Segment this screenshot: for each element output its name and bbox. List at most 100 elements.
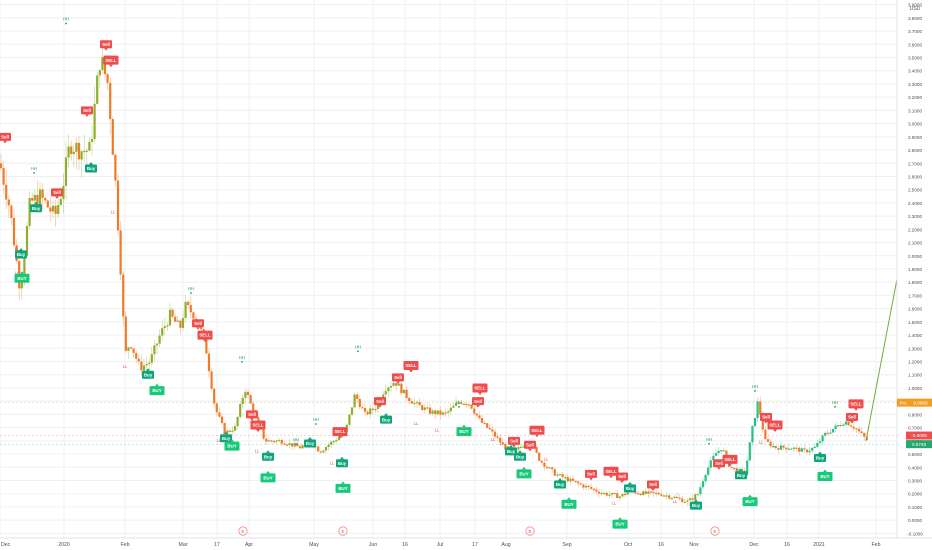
candle-body [486,423,489,428]
signal-text: Buy [382,417,391,422]
signal-text: SELL [474,386,486,391]
candle-body [337,437,341,441]
signal-box [197,330,213,340]
signal-strongbuy: BUY [260,470,276,483]
candle-body [759,401,762,415]
signal-box [508,436,520,445]
signal-pointer [256,429,260,432]
ll-marker: LL [544,457,549,462]
candle-body [818,441,822,444]
hh-dot [241,360,243,363]
signal-sell: Sell [81,106,93,117]
signal-text: Sell [510,438,518,443]
candle-body [135,353,138,359]
candle-body [558,474,562,476]
signal-sell: Sell [616,472,628,484]
candle-body [356,394,359,399]
signal-box [380,415,392,424]
candle-body [465,403,468,406]
candle-body [493,431,497,437]
candle-body [397,383,400,386]
signal-text: Sell [1,134,9,139]
candle-body [761,414,764,430]
price-axis-panel[interactable] [897,0,932,538]
candle-body [746,460,749,475]
candle-body [790,448,793,450]
candle-body [561,474,564,478]
candle-body [704,474,707,482]
signal-pointer [250,418,254,421]
signal-sell: Sell [585,469,597,481]
signal-sell: Sell [374,397,386,408]
x-tick-label: 16 [402,542,408,548]
candle-body [678,497,681,499]
candle-body [808,450,811,453]
y-tick-label: 3.9000 [908,3,922,8]
time-axis-panel[interactable] [0,538,932,550]
candle-body [844,421,848,425]
candle-body [275,440,278,442]
candle-body [166,325,169,327]
candle-body [163,326,166,329]
signal-text: Sell [715,461,723,466]
candle-body [673,496,676,498]
signal-strongsell: SELL [767,420,783,432]
candle-body [688,498,692,501]
y-tick-label: 0.4000 [908,465,922,470]
signal-box [713,459,725,468]
signal-strongbuy: BUY [14,271,30,283]
candle-body [109,82,112,120]
signal-sell: Sell [51,188,63,199]
candle-body [831,429,835,433]
hh-dot [295,442,297,445]
candle-body [335,440,338,442]
candle-body [642,491,645,496]
candle-body [574,480,577,483]
candle-body [434,410,437,415]
candle-body [83,150,86,153]
y-tick-label: 3.3000 [908,82,922,87]
candle-body [62,185,65,199]
candle-body [285,444,289,446]
x-tick-label: May [309,542,319,548]
signal-pointer [850,421,854,424]
candle-body [231,430,234,432]
signal-pointer [155,383,159,387]
x-tick-label: Nov [689,542,699,548]
x-tick-label: Feb [121,542,130,548]
candle-body [462,403,465,405]
signal-box [142,370,154,379]
candle-body [701,481,705,488]
candle-body [410,401,413,404]
candle-body [826,432,829,435]
signal-pointer [509,444,513,448]
candle-body [395,383,398,386]
candle-body [114,154,117,181]
signal-strongsell: SELL [472,383,488,395]
signal-pointer [396,381,400,384]
signal-text: Sell [376,399,384,404]
signal-buy: Buy [336,456,348,468]
signal-box [224,441,240,451]
signal-pointer [384,413,388,416]
x-tick-label: Aug [501,542,510,548]
candle-body [748,442,751,461]
time-axis[interactable]: Dec 2020 Feb Mar 17 Apr May Jun 16 Jul 17 Aug Sep Oct… [1,542,881,548]
candle-body [418,402,421,406]
signal-text: Buy [32,206,41,211]
event-marker-label: E [241,529,244,534]
candle-body [116,180,120,231]
candle-body [241,397,244,405]
signal-text: BUY [564,502,573,507]
candle-body [777,448,780,450]
candle-body [821,435,824,442]
signal-pointer [378,405,382,408]
signal-text: SELL [724,457,736,462]
signal-text: Buy [692,503,701,508]
price-axis[interactable]: USD -0.1000 0.0000 0.1000 0.2000 0.3000 0.400… [907,3,923,537]
candle-body [730,466,733,468]
candle-body [639,493,642,496]
ll-marker: LL [255,449,260,454]
candle-body [153,345,156,355]
